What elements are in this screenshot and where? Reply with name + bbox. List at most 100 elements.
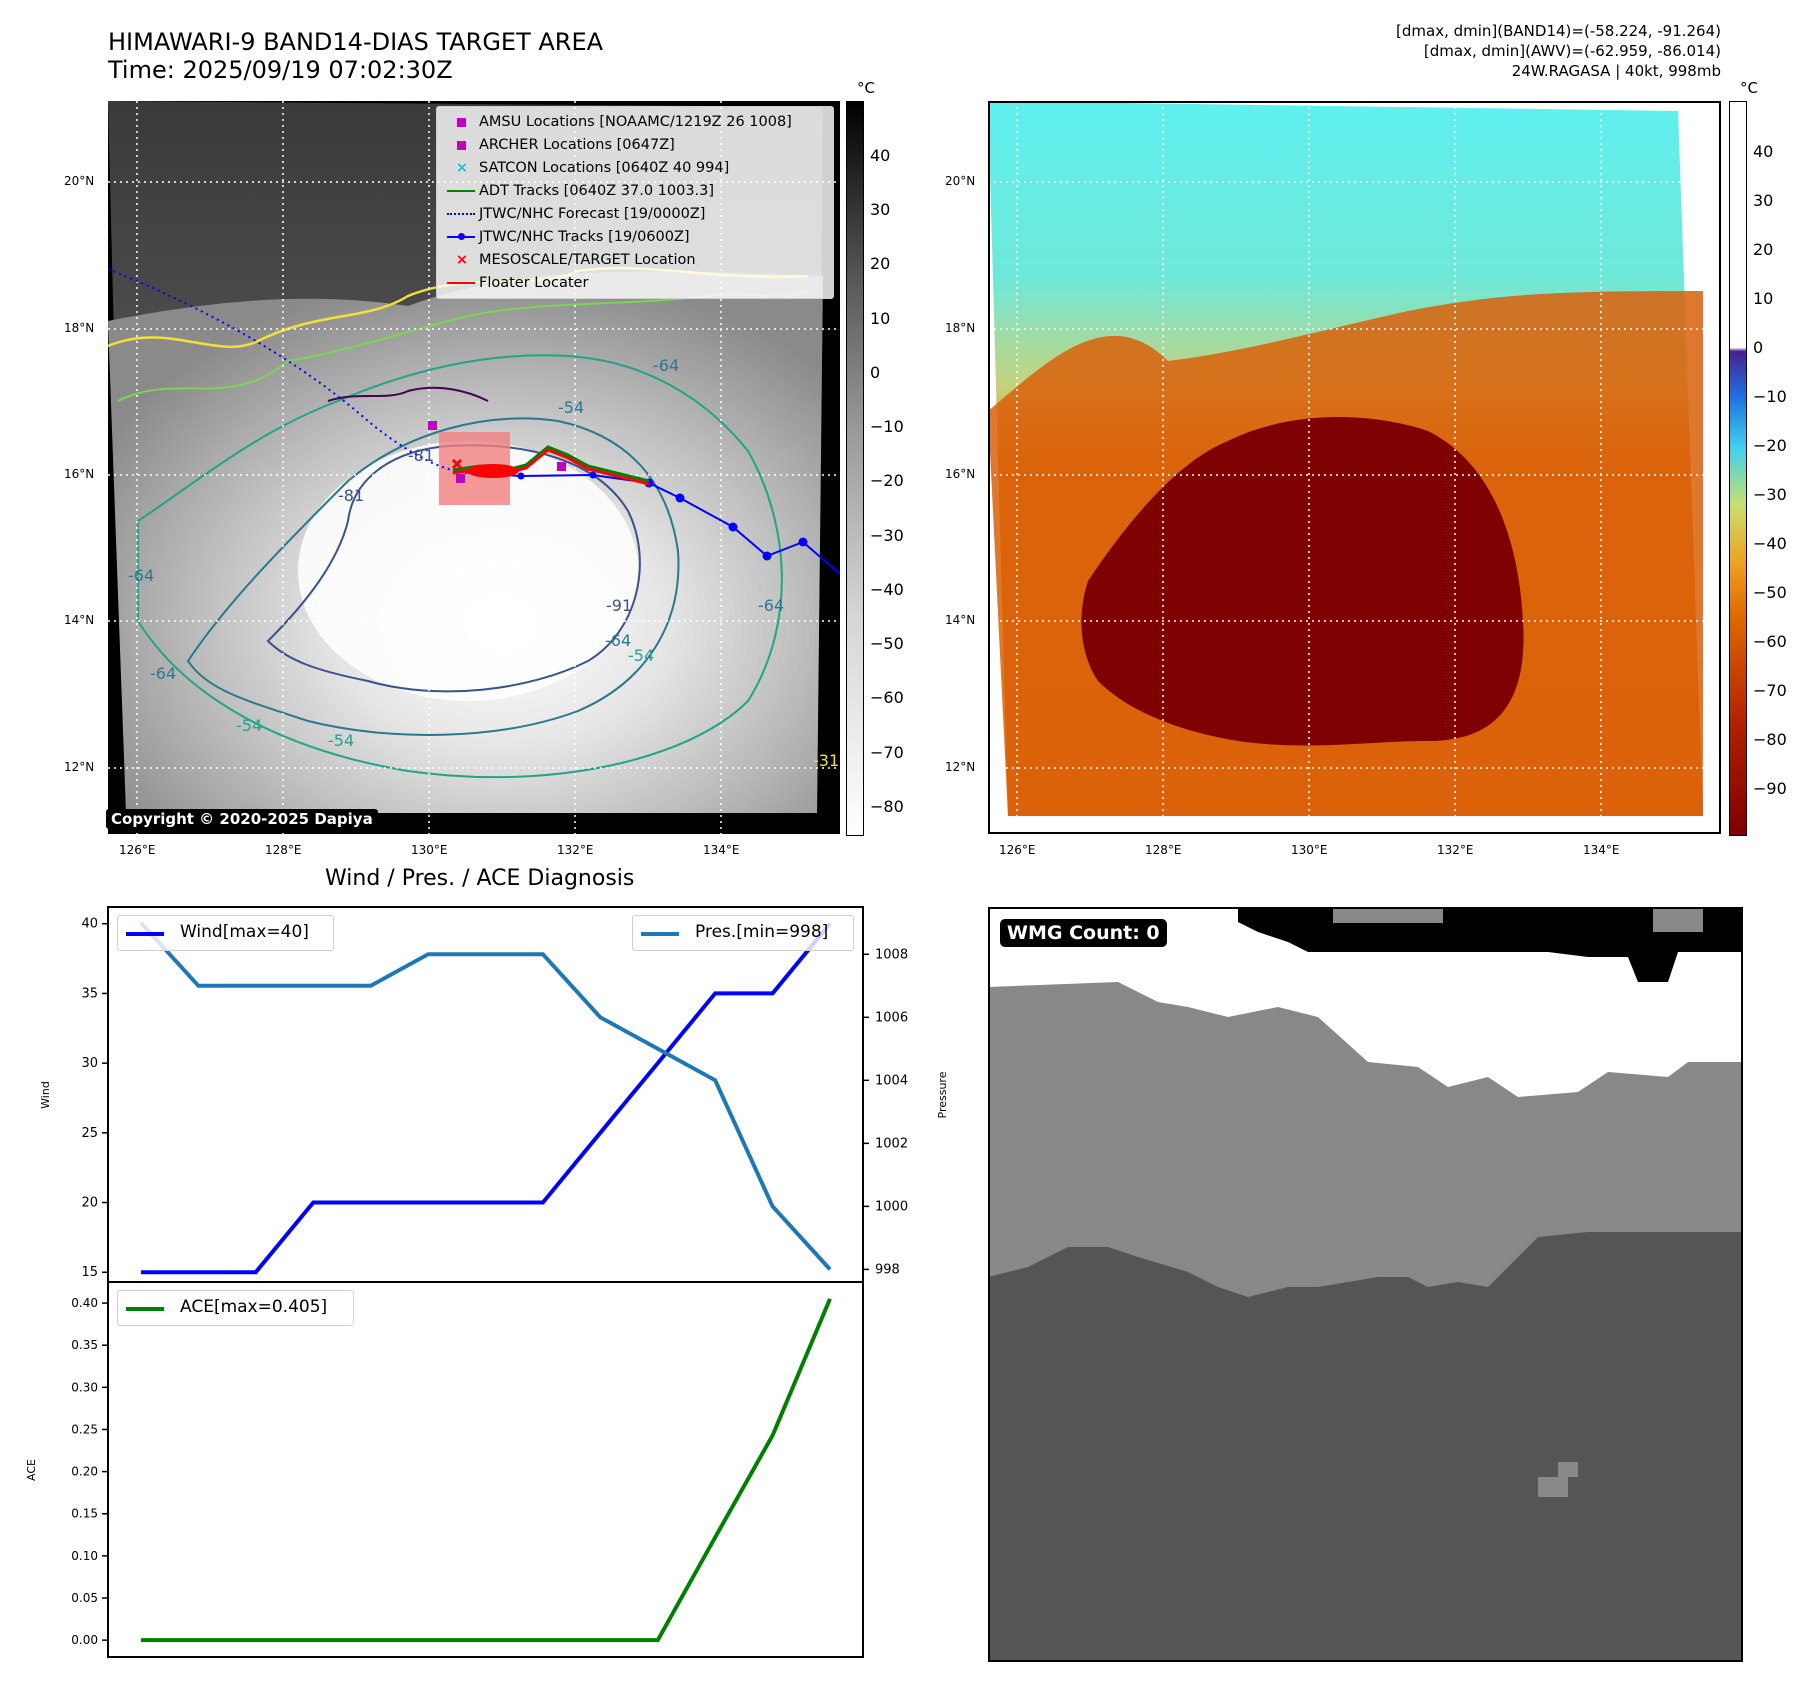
- axis-tick-label: 0.40: [71, 1296, 98, 1310]
- legend-satcon: × SATCON Locations [0640Z 40 994]: [445, 158, 729, 178]
- colorbar-tick: −50: [1753, 583, 1787, 602]
- ace-tick-labels: 0.40 0.35 0.30 0.25 0.20 0.15 0.10 0.05 0.00: [71, 1296, 108, 1647]
- storm-info: 24W.RAGASA | 40kt, 998mb: [1511, 62, 1721, 80]
- color-colorbar: [1729, 101, 1747, 836]
- lat-tick: 14°N: [64, 613, 95, 627]
- colorbar-tick: 40: [1753, 142, 1774, 161]
- axis-tick-label: 40: [81, 917, 98, 932]
- ace-series-line: [141, 1298, 832, 1643]
- contour-label: -31: [813, 751, 839, 770]
- awv-map-frame: [988, 101, 1721, 834]
- wmg-white-region: [988, 907, 1743, 1097]
- pressure-legend: Pres.[min=998]: [632, 915, 854, 951]
- lon-tick: 134°E: [1583, 843, 1620, 857]
- legend-mesoscale: × MESOSCALE/TARGET Location: [445, 250, 696, 270]
- wmg-gray-patch-4: [1558, 1462, 1578, 1477]
- lat-tick: 12°N: [945, 760, 976, 774]
- colorbar-tick: 20: [870, 254, 891, 273]
- wmg-gray-patch: [1333, 907, 1443, 923]
- contour-label: -64: [605, 631, 631, 650]
- lat-tick: 14°N: [945, 613, 976, 627]
- legend-label: AMSU Locations [NOAAMC/1219Z 26 1008]: [479, 114, 792, 130]
- line-dot-icon: [445, 227, 479, 247]
- square-marker-icon: [445, 112, 479, 132]
- contour-label: -64: [128, 566, 154, 585]
- wind-legend-label: Wind[max=40]: [180, 922, 309, 942]
- wind-pressure-axes: [107, 906, 864, 1283]
- colorbar-tick: −70: [870, 743, 904, 762]
- archer-marker: [456, 474, 465, 483]
- contour-purple: [327, 386, 489, 402]
- x-marker-icon: ×: [455, 160, 469, 176]
- axis-tick-label: 35: [81, 986, 98, 1001]
- legend-label: ARCHER Locations [0647Z]: [479, 137, 675, 153]
- colorbar-tick: −40: [870, 580, 904, 599]
- axis-tick-label: 1002: [875, 1136, 908, 1151]
- colorbar-tick: 40: [870, 146, 891, 165]
- contour-label: -54: [328, 731, 354, 750]
- contour-label-group: -64 -54 -81 -81 -91 -64 -54 -64 -54 -54 …: [128, 356, 839, 770]
- legend-amsu: AMSU Locations [NOAAMC/1219Z 26 1008]: [445, 112, 792, 132]
- legend-archer: ARCHER Locations [0647Z]: [445, 135, 675, 155]
- legend-tracks: JTWC/NHC Tracks [19/0600Z]: [445, 227, 690, 247]
- colorbar-tick: −60: [1753, 632, 1787, 651]
- colorbar-tick: 10: [870, 309, 891, 328]
- mesoscale-marker: [451, 458, 463, 470]
- contour-label: -54: [628, 646, 654, 665]
- wmg-panel: [988, 907, 1743, 1662]
- lon-tick: 128°E: [265, 843, 302, 857]
- colorbar-tick: −10: [1753, 387, 1787, 406]
- lon-tick: 126°E: [999, 843, 1036, 857]
- lat-tick: 18°N: [945, 321, 976, 335]
- pressure-axis-label: Pressure: [936, 1071, 949, 1118]
- wmg-frame: [988, 907, 1743, 1662]
- colorbar-tick: −50: [870, 634, 904, 653]
- axis-tick-label: 0.35: [71, 1338, 98, 1352]
- legend-label: SATCON Locations [0640Z 40 994]: [479, 160, 730, 176]
- colorbar-tick: −30: [870, 526, 904, 545]
- lat-tick: 18°N: [64, 321, 95, 335]
- axis-tick-label: 25: [81, 1126, 98, 1141]
- line-icon: [445, 273, 479, 293]
- colorbar-tick: −30: [1753, 485, 1787, 504]
- wmg-gray-patch-2: [1653, 907, 1703, 932]
- colorbar-tick: 0: [870, 363, 881, 382]
- lon-tick: 132°E: [1437, 843, 1474, 857]
- x-marker-icon: ×: [455, 252, 469, 268]
- pressure-series-line: [139, 921, 832, 1271]
- awv-map: [988, 101, 1721, 834]
- figure-time: Time: 2025/09/19 07:02:30Z: [108, 56, 453, 84]
- lat-tick: 12°N: [64, 760, 95, 774]
- awv-cold-core: [1081, 417, 1524, 746]
- axis-tick-label: 20: [81, 1196, 98, 1211]
- legend-floater: Floater Locater: [445, 273, 588, 293]
- colorbar-tick: −40: [1753, 534, 1787, 553]
- amsu-marker: [428, 421, 437, 430]
- colorbar2-unit: °C: [1740, 79, 1758, 97]
- colorbar-tick: 30: [870, 200, 891, 219]
- colorbar-tick: 0: [1753, 338, 1764, 357]
- dotted-line-icon: [445, 204, 479, 224]
- copyright-badge: Copyright © 2020-2025 Dapiya: [106, 809, 378, 829]
- awv-gridlines: [988, 101, 1721, 834]
- figure-title: HIMAWARI-9 BAND14-DIAS TARGET AREA: [108, 28, 604, 56]
- colorbar-tick: 20: [1753, 240, 1774, 259]
- ace-legend-line-icon: [126, 1307, 164, 1311]
- legend-label: ADT Tracks [0640Z 37.0 1003.3]: [479, 183, 715, 199]
- wmg-black-region: [1238, 907, 1743, 982]
- contour-label: -81: [338, 486, 364, 505]
- gray-colorbar: [846, 101, 864, 836]
- floater-blob: [467, 464, 519, 478]
- wmg-count-badge: WMG Count: 0: [1000, 919, 1167, 947]
- axis-tick-label: 30: [81, 1056, 98, 1071]
- axis-tick-label: 1008: [875, 947, 908, 962]
- map-legend: AMSU Locations [NOAAMC/1219Z 26 1008] AR…: [436, 106, 834, 299]
- cloud-core: [298, 441, 638, 701]
- line-icon: [445, 181, 479, 201]
- axis-tick-label: 1004: [875, 1073, 908, 1088]
- lon-tick: 134°E: [703, 843, 740, 857]
- lat-tick: 16°N: [64, 467, 95, 481]
- contour-teal: [186, 417, 680, 736]
- contour-label: -54: [558, 398, 584, 417]
- wind-series-line: [141, 922, 832, 1275]
